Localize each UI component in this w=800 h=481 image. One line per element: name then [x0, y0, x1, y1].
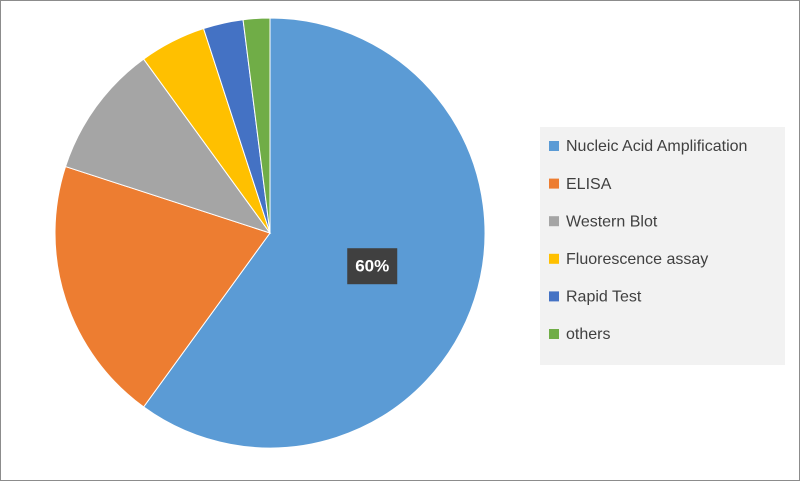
legend-label: Fluorescence assay: [566, 251, 708, 268]
legend-swatch: [549, 329, 559, 339]
legend-label: others: [566, 326, 610, 343]
legend-swatch: [549, 178, 559, 189]
legend-box: [540, 127, 785, 365]
legend-swatch: [549, 253, 559, 264]
pie-slice: [54, 165, 271, 408]
pie-slice: [64, 58, 272, 234]
legend-label: ELISA: [566, 176, 612, 193]
pie-slice: [242, 17, 271, 234]
legend-label: Western Blot: [566, 213, 658, 230]
legend-swatch: [549, 141, 559, 151]
data-label: 60%: [355, 257, 389, 276]
pie-slice: [142, 17, 486, 449]
legend: Nucleic Acid Amplification ELISA Western B…: [540, 127, 785, 365]
data-label-box: [347, 248, 398, 285]
legend-swatch: [549, 216, 559, 227]
legend-label: Nucleic Acid Amplification: [566, 138, 747, 155]
legend-swatch: [549, 291, 559, 302]
pie: 60%: [54, 17, 486, 449]
legend-label: Rapid Test: [566, 289, 642, 306]
